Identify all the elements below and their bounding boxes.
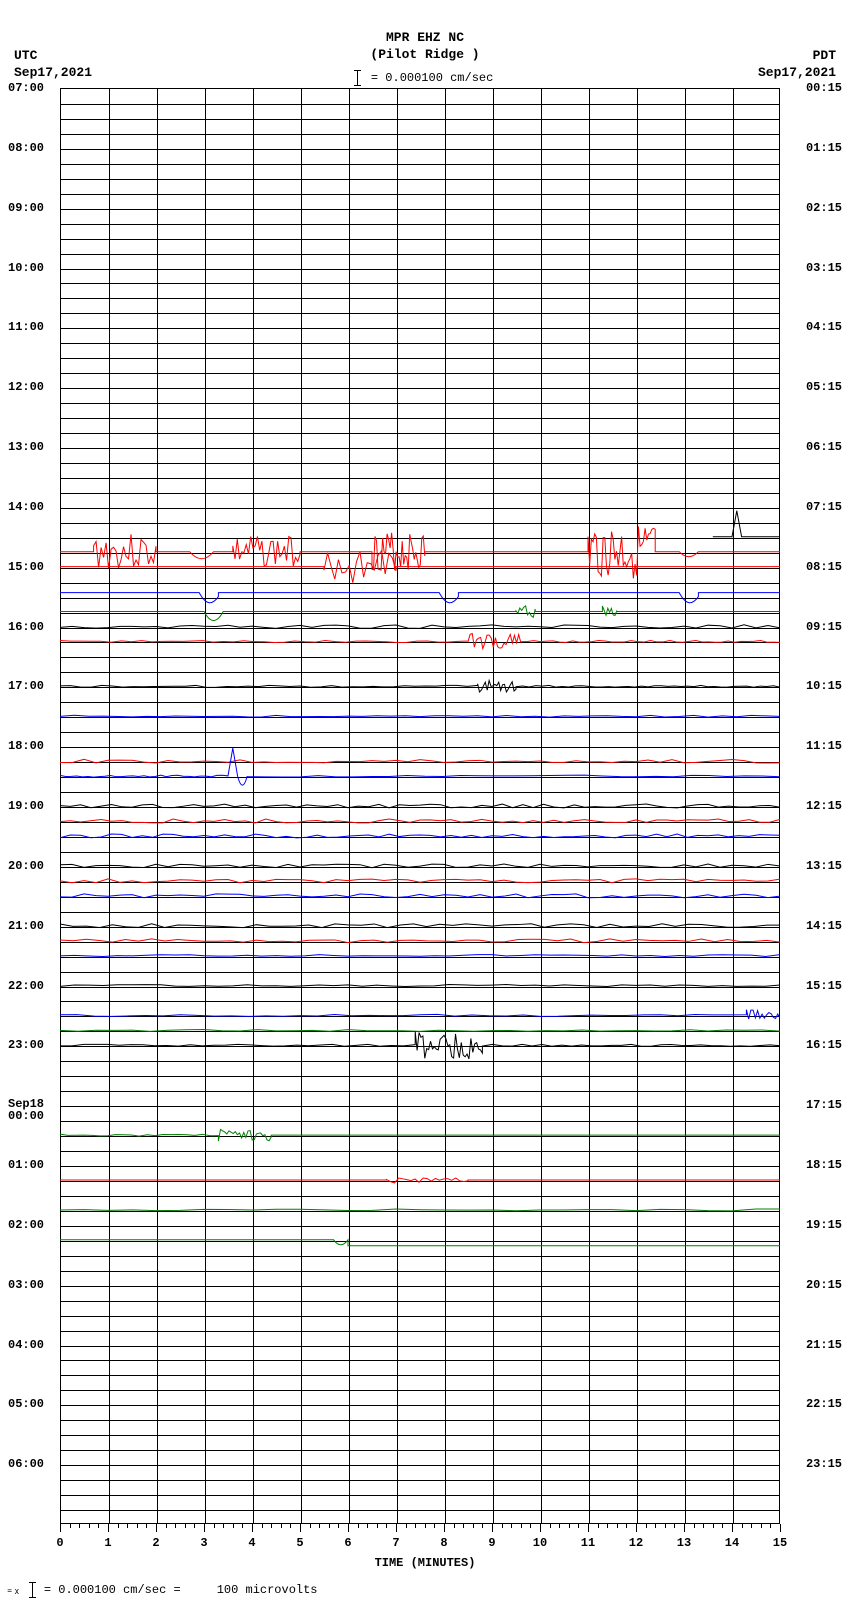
pdt-hour-label: 22:15 — [806, 1397, 842, 1411]
x-tick-label: 11 — [581, 1536, 595, 1550]
x-tick-label: 10 — [533, 1536, 547, 1550]
x-tick-label: 8 — [440, 1536, 447, 1550]
pdt-hour-label: 08:15 — [806, 560, 842, 574]
utc-hour-label: 11:00 — [8, 320, 44, 334]
pdt-hour-label: 15:15 — [806, 979, 842, 993]
utc-hour-label: 04:00 — [8, 1338, 44, 1352]
scale-text: = 0.000100 cm/sec — [371, 71, 493, 85]
utc-hour-label: 09:00 — [8, 201, 44, 215]
pdt-hour-label: 13:15 — [806, 859, 842, 873]
utc-hour-label: 17:00 — [8, 679, 44, 693]
pdt-hour-label: 01:15 — [806, 141, 842, 155]
x-tick-label: 7 — [392, 1536, 399, 1550]
utc-hour-label: 20:00 — [8, 859, 44, 873]
utc-hour-label: 23:00 — [8, 1038, 44, 1052]
utc-hour-label: 08:00 — [8, 141, 44, 155]
utc-hour-label: 22:00 — [8, 979, 44, 993]
pdt-hour-label: 02:15 — [806, 201, 842, 215]
tz-left: UTC Sep17,2021 — [14, 48, 92, 82]
tz-right-label: PDT — [758, 48, 836, 65]
footer-uv: 100 microvolts — [217, 1583, 318, 1597]
pdt-hour-label: 20:15 — [806, 1278, 842, 1292]
pdt-hour-label: 11:15 — [806, 739, 842, 753]
pdt-hour-label: 03:15 — [806, 261, 842, 275]
x-tick-label: 6 — [344, 1536, 351, 1550]
x-tick-label: 0 — [56, 1536, 63, 1550]
scale-indicator: = 0.000100 cm/sec — [0, 70, 850, 87]
pdt-hour-label: 00:15 — [806, 81, 842, 95]
pdt-hour-label: 19:15 — [806, 1218, 842, 1232]
pdt-hour-label: 06:15 — [806, 440, 842, 454]
x-tick-label: 15 — [773, 1536, 787, 1550]
station-line-2: (Pilot Ridge ) — [0, 47, 850, 64]
pdt-hour-label: 14:15 — [806, 919, 842, 933]
tz-right: PDT Sep17,2021 — [758, 48, 836, 82]
x-tick-label: 14 — [725, 1536, 739, 1550]
x-tick-label: 3 — [200, 1536, 207, 1550]
utc-hour-label: 14:00 — [8, 500, 44, 514]
utc-hour-label: 03:00 — [8, 1278, 44, 1292]
pdt-hour-label: 21:15 — [806, 1338, 842, 1352]
pdt-hour-label: 07:15 — [806, 500, 842, 514]
tz-left-date: Sep17,2021 — [14, 65, 92, 82]
x-tick-label: 2 — [152, 1536, 159, 1550]
tz-right-date: Sep17,2021 — [758, 65, 836, 82]
pdt-hour-label: 18:15 — [806, 1158, 842, 1172]
pdt-hour-label: 16:15 — [806, 1038, 842, 1052]
pdt-hour-label: 12:15 — [806, 799, 842, 813]
utc-hour-label: 12:00 — [8, 380, 44, 394]
pdt-hour-label: 04:15 — [806, 320, 842, 334]
x-tick-label: 1 — [104, 1536, 111, 1550]
footer-pre: ₌ₓ — [6, 1583, 20, 1597]
utc-hour-label: 21:00 — [8, 919, 44, 933]
helicorder-plot — [60, 88, 780, 1524]
utc-hour-label: 06:00 — [8, 1457, 44, 1471]
x-tick-label: 9 — [488, 1536, 495, 1550]
x-tick-label: 13 — [677, 1536, 691, 1550]
utc-hour-label: 13:00 — [8, 440, 44, 454]
x-tick-label: 4 — [248, 1536, 255, 1550]
pdt-hour-label: 10:15 — [806, 679, 842, 693]
pdt-hour-label: 23:15 — [806, 1457, 842, 1471]
footer-scale-text: = 0.000100 cm/sec = — [44, 1583, 181, 1597]
pdt-hour-label: 05:15 — [806, 380, 842, 394]
utc-hour-label: 18:00 — [8, 739, 44, 753]
utc-hour-label: Sep1800:00 — [8, 1098, 44, 1122]
x-tick-label: 5 — [296, 1536, 303, 1550]
utc-hour-label: 19:00 — [8, 799, 44, 813]
utc-hour-label: 10:00 — [8, 261, 44, 275]
utc-hour-label: 02:00 — [8, 1218, 44, 1232]
utc-hour-label: 15:00 — [8, 560, 44, 574]
x-tick-label: 12 — [629, 1536, 643, 1550]
header: MPR EHZ NC (Pilot Ridge ) = 0.000100 cm/… — [0, 30, 850, 87]
pdt-hour-label: 17:15 — [806, 1098, 842, 1112]
pdt-hour-label: 09:15 — [806, 620, 842, 634]
footer-scale: ₌ₓ = 0.000100 cm/sec = 100 microvolts — [6, 1582, 318, 1597]
utc-hour-label: 07:00 — [8, 81, 44, 95]
tz-left-label: UTC — [14, 48, 92, 65]
x-axis-title: TIME (MINUTES) — [0, 1556, 850, 1570]
scale-bar-icon — [357, 70, 358, 86]
scale-bar-icon — [32, 1583, 33, 1597]
utc-hour-label: 16:00 — [8, 620, 44, 634]
station-line-1: MPR EHZ NC — [0, 30, 850, 47]
utc-hour-label: 05:00 — [8, 1397, 44, 1411]
utc-hour-label: 01:00 — [8, 1158, 44, 1172]
